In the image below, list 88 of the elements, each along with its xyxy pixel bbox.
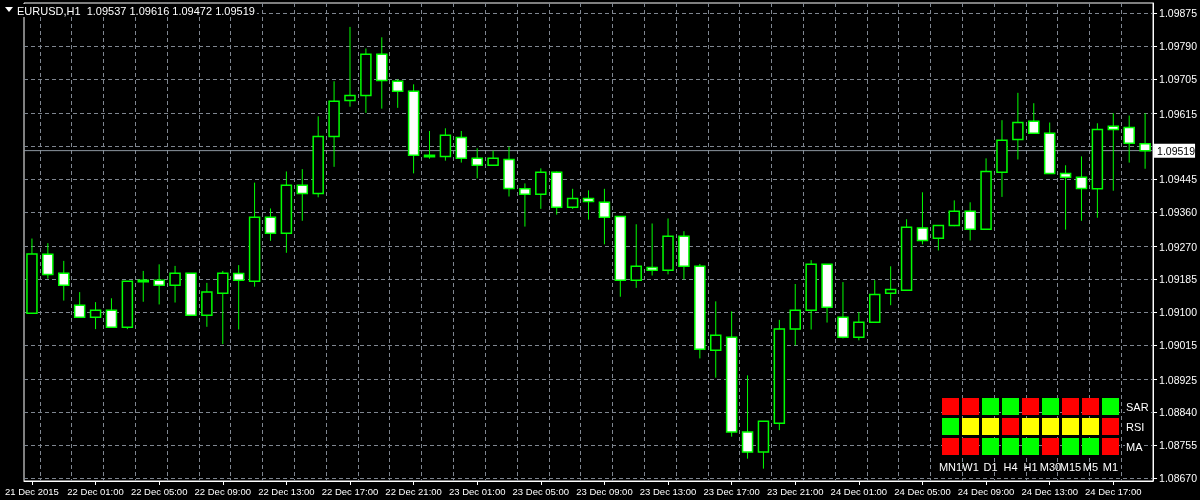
candlestick xyxy=(519,182,531,228)
x-tick-label: 23 Dec 01:00 xyxy=(448,485,506,497)
candlestick xyxy=(344,26,356,108)
candlestick xyxy=(1012,92,1024,161)
candlestick xyxy=(423,130,436,160)
candlestick xyxy=(1059,164,1072,231)
candlestick xyxy=(58,260,70,302)
y-tick-label: 1.09615 xyxy=(1159,107,1198,120)
candlestick xyxy=(153,263,165,305)
x-tick-label: 24 Dec 17:00 xyxy=(1085,485,1142,497)
x-tick-label: 24 Dec 09:00 xyxy=(957,485,1015,497)
ref-line-label: 1.09519 xyxy=(1157,144,1196,157)
candlestick xyxy=(1139,112,1151,170)
candlestick xyxy=(853,311,865,341)
candlestick xyxy=(89,301,102,330)
category-label: W1 xyxy=(962,461,979,473)
category-label: M1 xyxy=(1102,461,1119,473)
category-label: H1 xyxy=(1023,461,1038,473)
candlestick xyxy=(137,270,150,303)
candlestick xyxy=(487,150,499,167)
x-tick-label: 21 Dec 2015 xyxy=(5,485,59,497)
y-tick-label: 1.09360 xyxy=(1159,205,1198,218)
category-label: M15 xyxy=(1059,461,1082,473)
x-tick-label: 22 Dec 01:00 xyxy=(67,485,124,497)
candlestick xyxy=(741,374,754,460)
x-tick-label: 23 Dec 09:00 xyxy=(576,485,633,497)
candlestick xyxy=(1075,155,1088,222)
candlestick xyxy=(471,147,483,179)
y-tick-label: 1.09185 xyxy=(1159,273,1198,286)
chart-title: EURUSD,H1 1.09537 1.09616 1.09472 1.09519 xyxy=(17,4,255,17)
candlestick xyxy=(789,283,801,346)
candlestick xyxy=(1123,115,1135,164)
category-label: M30 xyxy=(1039,461,1062,473)
x-tick-label: 22 Dec 09:00 xyxy=(194,485,252,497)
category-label: MN1 xyxy=(938,461,963,473)
candlestick xyxy=(932,224,945,251)
x-tick-label: 22 Dec 05:00 xyxy=(130,485,188,497)
x-tick-label: 23 Dec 17:00 xyxy=(703,485,760,497)
category-label: M5 xyxy=(1082,461,1099,473)
candlestick xyxy=(455,130,468,164)
y-tick-label: 1.09270 xyxy=(1159,240,1198,253)
candlestick xyxy=(646,223,658,277)
y-tick-label: 1.08925 xyxy=(1159,373,1198,386)
candlestick xyxy=(916,191,929,245)
candlestick xyxy=(217,270,229,345)
candlestick xyxy=(439,127,452,162)
candlestick xyxy=(948,199,961,227)
candlestick xyxy=(201,282,213,328)
y-tick-label: 1.09875 xyxy=(1159,7,1198,20)
y-tick-label: 1.09015 xyxy=(1159,338,1198,351)
y-tick-label: 1.08670 xyxy=(1159,471,1198,484)
x-tick-label: 22 Dec 13:00 xyxy=(258,485,315,497)
y-tick-label: 1.08755 xyxy=(1159,439,1198,452)
candlestick xyxy=(598,188,611,245)
x-tick-label: 24 Dec 01:00 xyxy=(830,485,888,497)
category-label: SAR xyxy=(1126,401,1149,413)
candlestick xyxy=(630,223,642,289)
candlestick xyxy=(964,201,976,241)
x-tick-label: 22 Dec 17:00 xyxy=(321,485,379,497)
candlestick xyxy=(837,281,849,339)
category-label: RSI xyxy=(1126,421,1145,433)
y-tick-label: 1.09445 xyxy=(1159,173,1198,186)
category-label: MA xyxy=(1126,441,1143,453)
x-tick-label: 22 Dec 21:00 xyxy=(385,485,442,497)
y-tick-label: 1.09705 xyxy=(1159,72,1198,85)
candlestick xyxy=(42,242,54,280)
candlestick xyxy=(264,207,277,242)
candlestick xyxy=(884,265,897,306)
candlestick xyxy=(105,297,118,328)
x-tick-label: 24 Dec 13:00 xyxy=(1021,485,1078,497)
candlestick xyxy=(73,291,86,318)
y-tick-label: 1.09790 xyxy=(1159,40,1198,53)
candlestick xyxy=(296,168,309,222)
y-tick-label: 1.09100 xyxy=(1159,306,1198,319)
x-tick-label: 23 Dec 05:00 xyxy=(512,485,570,497)
category-label: D1 xyxy=(983,461,998,473)
candlestick xyxy=(1028,102,1040,135)
category-label: H4 xyxy=(1003,461,1018,473)
candlestick xyxy=(232,264,245,330)
y-tick-label: 1.08840 xyxy=(1159,406,1198,419)
x-tick-label: 24 Dec 05:00 xyxy=(894,485,951,497)
x-tick-label: 23 Dec 21:00 xyxy=(766,485,824,497)
candlestick xyxy=(535,167,547,210)
candlestick xyxy=(391,78,404,109)
candlestick xyxy=(709,300,722,379)
x-tick-label: 23 Dec 13:00 xyxy=(639,485,697,497)
candlestick xyxy=(169,265,181,304)
candlestick xyxy=(566,188,579,210)
